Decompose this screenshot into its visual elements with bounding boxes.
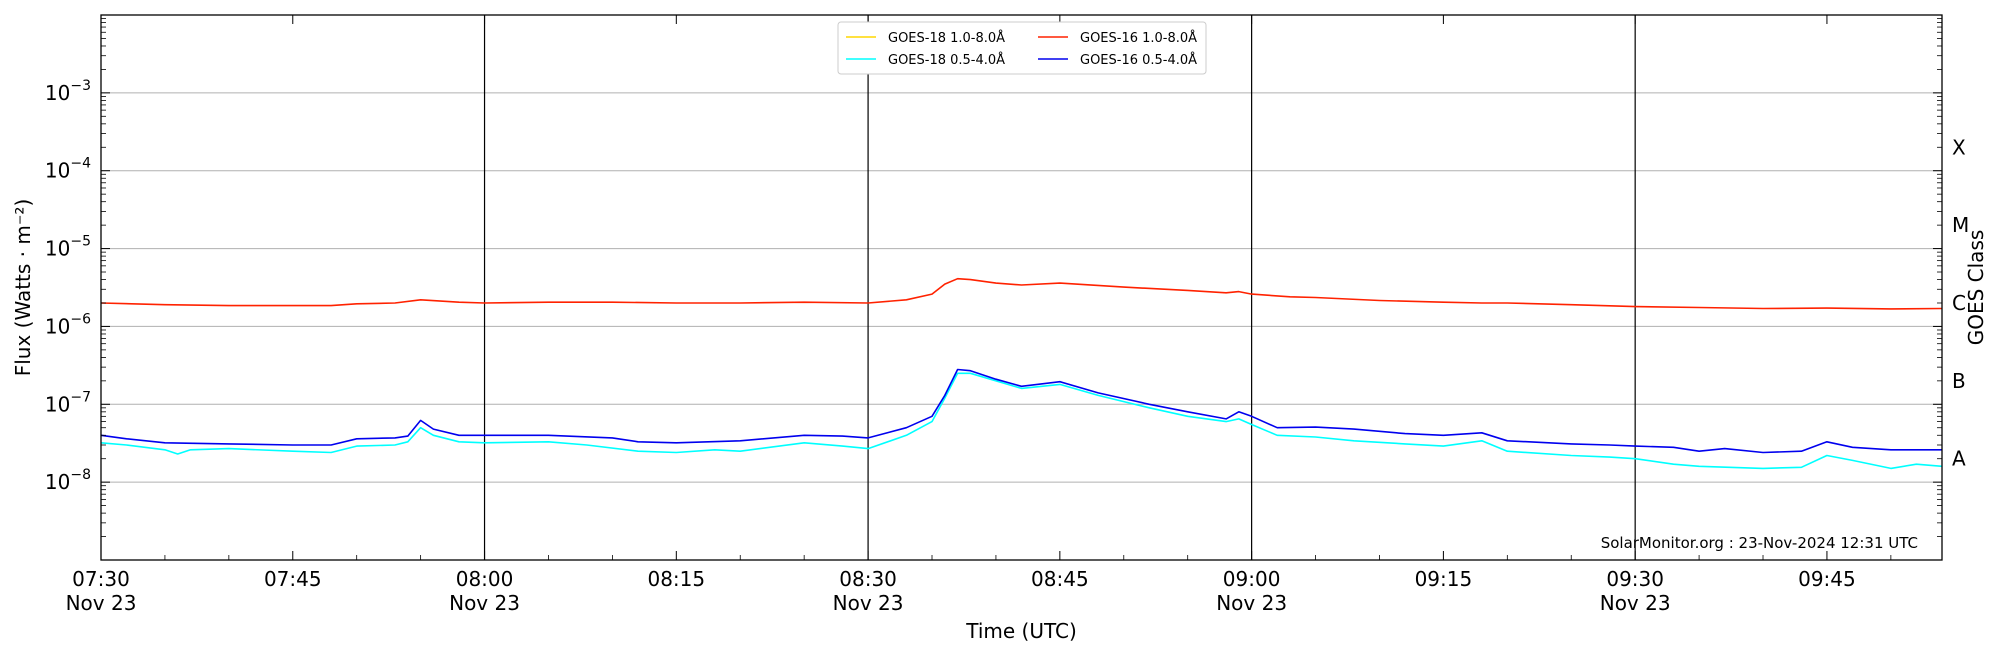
- goes-class-label: A: [1952, 447, 1966, 471]
- x-tick-time-label: 07:30: [72, 567, 130, 591]
- plot-frame: [100, 14, 1943, 561]
- legend: GOES-18 1.0-8.0Å GOES-18 0.5-4.0Å GOES-16 …: [837, 21, 1207, 75]
- y-tick-label: 10−3: [45, 78, 91, 105]
- x-tick-date-label: Nov 23: [1600, 591, 1671, 615]
- x-tick-time-label: 08:30: [839, 567, 897, 591]
- day-marker-lines: [483, 15, 1636, 560]
- x-tick-time-label: 09:30: [1606, 567, 1664, 591]
- series-lines: [100, 277, 1943, 470]
- x-tick-time-label: 09:45: [1798, 567, 1856, 591]
- y-tick-label: 10−6: [45, 311, 91, 338]
- x-tick-time-label: 07:45: [264, 567, 322, 591]
- series-line: [100, 368, 1942, 454]
- goes-class-label: B: [1952, 369, 1966, 393]
- axis-ticks: [100, 15, 1942, 560]
- legend-label: GOES-16 0.5-4.0Å: [1080, 52, 1197, 68]
- x-tick-time-label: 08:15: [647, 567, 705, 591]
- legend-label: GOES-18 0.5-4.0Å: [888, 52, 1005, 68]
- legend-box: [837, 21, 1207, 75]
- x-tick-date-label: Nov 23: [1216, 591, 1287, 615]
- y-tick-label: 10−7: [45, 389, 91, 416]
- x-tick-time-label: 09:15: [1415, 567, 1473, 591]
- source-credit: SolarMonitor.org : 23-Nov-2024 12:31 UTC: [1601, 534, 1918, 552]
- goes-class-label: M: [1952, 213, 1969, 237]
- legend-label: GOES-16 1.0-8.0Å: [1080, 30, 1197, 46]
- y-axis-title: Flux (Watts · m⁻²): [11, 199, 35, 377]
- x-tick-time-label: 08:00: [456, 567, 514, 591]
- x-tick-date-label: Nov 23: [833, 591, 904, 615]
- y-tick-label: 10−5: [45, 234, 91, 261]
- y-tick-labels: 10−8 10−7 10−6 10−5 10−4 10−3: [45, 78, 91, 494]
- goes-class-label: X: [1952, 135, 1966, 159]
- y-tick-label: 10−4: [45, 156, 91, 183]
- x-tick-date-label: Nov 23: [449, 591, 520, 615]
- legend-label: GOES-18 1.0-8.0Å: [888, 30, 1005, 46]
- grid-lines: [101, 92, 1942, 483]
- series-line: [100, 372, 1943, 470]
- x-tick-date-label: Nov 23: [66, 591, 137, 615]
- y-tick-label: 10−8: [45, 467, 91, 494]
- goes-class-labels: A B C M X: [1952, 135, 1969, 470]
- x-axis-title: Time (UTC): [965, 619, 1077, 643]
- series-line: [100, 277, 1943, 310]
- y2-axis-title: GOES Class: [1964, 230, 1988, 346]
- x-tick-time-label: 09:00: [1223, 567, 1281, 591]
- x-tick-time-label: 08:45: [1031, 567, 1089, 591]
- goes-class-label: C: [1952, 291, 1966, 315]
